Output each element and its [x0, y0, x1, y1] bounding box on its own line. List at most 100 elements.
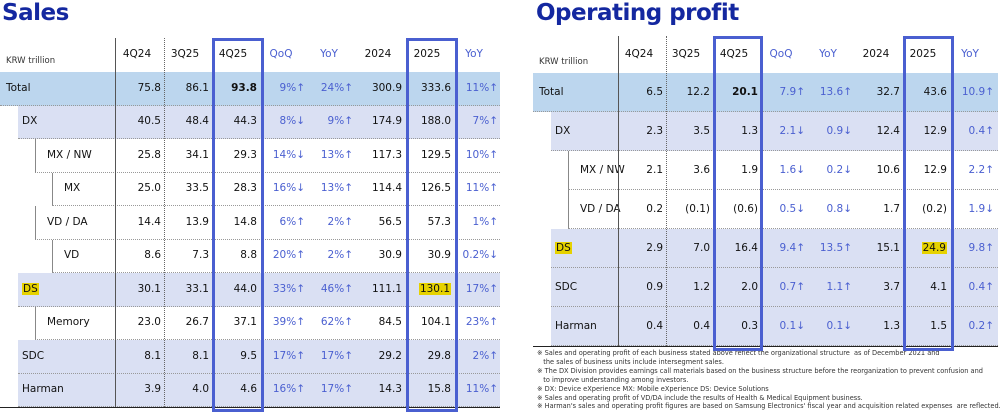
value-text: 1.5	[930, 319, 947, 332]
value-text: 17%↑	[320, 383, 353, 396]
value-text: 10.6	[876, 163, 900, 176]
operating-profit-title: Operating profit	[536, 0, 739, 26]
value-cell: 23%↑	[452, 316, 498, 328]
value-text: 11%↑	[465, 81, 498, 94]
row-label: SDC	[555, 281, 577, 293]
value-text: 0.1↓	[826, 319, 853, 332]
value-text: 46%↑	[320, 282, 353, 295]
value-text: 0.5↓	[779, 202, 806, 215]
value-cell: 32.7	[854, 86, 900, 98]
value-cell: 0.4	[617, 320, 663, 332]
value-cell: 40.5	[115, 115, 161, 127]
value-text: 130.1	[418, 282, 451, 295]
value-cell: 46%↑	[307, 283, 353, 295]
value-text: 333.6	[420, 81, 451, 94]
value-cell: 13.9	[163, 216, 209, 228]
value-cell: 10.6	[854, 164, 900, 176]
table-row	[551, 307, 998, 346]
value-cell: 0.2↑	[948, 320, 995, 332]
footnotes: ※ Sales and operating profit of each bus…	[537, 349, 1000, 411]
value-text: 16%↑	[272, 383, 305, 396]
value-cell: 188.0	[405, 115, 451, 127]
value-cell: 17%↑	[307, 350, 353, 362]
value-cell: 84.5	[356, 316, 402, 328]
value-text: 4.6	[240, 383, 257, 396]
sales-col-header: 2025	[413, 48, 441, 60]
value-cell: 2.1	[617, 164, 663, 176]
value-cell: 8.1	[115, 350, 161, 362]
value-text: 75.8	[137, 81, 161, 94]
sales-col-header: YoY	[320, 48, 338, 60]
value-cell: 30.1	[115, 283, 161, 295]
row-label: DX	[555, 125, 570, 137]
value-cell: 8%↓	[259, 115, 305, 127]
value-cell: 11%↑	[452, 182, 498, 194]
value-text: 3.7	[883, 280, 900, 293]
value-cell: 8.1	[163, 350, 209, 362]
value-cell: 11%↑	[452, 383, 498, 395]
value-text: 1.3	[741, 124, 758, 137]
value-text: (0.1)	[685, 202, 710, 215]
value-text: 7.9↑	[779, 85, 806, 98]
value-cell: 23.0	[115, 316, 161, 328]
value-cell: 17%↑	[307, 383, 353, 395]
value-text: 2.2↑	[968, 163, 995, 176]
value-cell: 56.5	[356, 216, 402, 228]
footnote: ※ Harman's sales and operating profit fi…	[537, 402, 1000, 411]
value-text: 16%↓	[272, 182, 305, 195]
value-cell: 0.4↑	[948, 281, 995, 293]
value-text: 12.9	[923, 163, 947, 176]
table-row	[0, 72, 500, 106]
sales-bottom-rule	[0, 407, 500, 408]
value-text: 25.8	[137, 148, 161, 161]
value-cell: 30.9	[405, 249, 451, 261]
value-cell: 28.3	[211, 182, 257, 194]
value-cell: 1%↑	[452, 216, 498, 228]
value-text: 14%↓	[272, 148, 305, 161]
value-cell: 1.2	[664, 281, 710, 293]
row-label-text: Total	[539, 85, 564, 98]
value-cell: 0.4	[664, 320, 710, 332]
value-cell: 57.3	[405, 216, 451, 228]
footnote: ※ The DX Division provides earnings call…	[537, 366, 983, 384]
table-row	[551, 268, 998, 307]
value-text: 23.0	[137, 316, 161, 329]
value-cell: 3.7	[854, 281, 900, 293]
value-text: 29.2	[378, 349, 402, 362]
table-row	[18, 340, 500, 374]
value-text: 44.0	[233, 282, 257, 295]
value-cell: 0.9	[617, 281, 663, 293]
value-text: 6%↑	[279, 215, 305, 228]
value-cell: 0.7↑	[759, 281, 806, 293]
value-cell: 12.9	[901, 125, 947, 137]
value-cell: 0.1↓	[806, 319, 853, 332]
value-cell: 13%↑	[307, 149, 353, 161]
table-row	[35, 139, 500, 173]
value-text: 12.9	[923, 124, 947, 137]
op-col-header: 4Q24	[624, 47, 654, 60]
value-text: 17%↑	[465, 282, 498, 295]
value-cell: 174.9	[356, 115, 402, 127]
value-cell: 0.8↓	[806, 203, 853, 215]
value-text: 2%↑	[327, 249, 353, 262]
value-text: 1.6↓	[779, 163, 806, 176]
value-cell: 33.1	[163, 283, 209, 295]
value-cell: 4.1	[901, 281, 947, 293]
value-cell: 0.2	[617, 203, 663, 215]
value-cell: 12.9	[901, 164, 947, 176]
value-cell: 7%↑	[452, 115, 498, 127]
row-label-text: DX	[555, 124, 571, 137]
value-text: 0.4↑	[968, 124, 995, 137]
row-label: VD / DA	[47, 216, 88, 228]
value-cell: 1.3	[854, 320, 900, 332]
value-cell: 2.3	[617, 125, 663, 137]
value-cell: 6%↑	[259, 216, 305, 228]
value-cell: 4.0	[163, 383, 209, 395]
value-text: 13.9	[185, 215, 209, 228]
value-cell: 13.5↑	[806, 242, 852, 254]
value-cell: 104.1	[405, 316, 451, 328]
value-text: 33%↑	[272, 282, 305, 295]
op-label-divider	[618, 36, 619, 346]
value-cell: 0.2%↓	[452, 249, 498, 261]
footnote: ※ Sales and operating profit of each bus…	[537, 349, 940, 366]
